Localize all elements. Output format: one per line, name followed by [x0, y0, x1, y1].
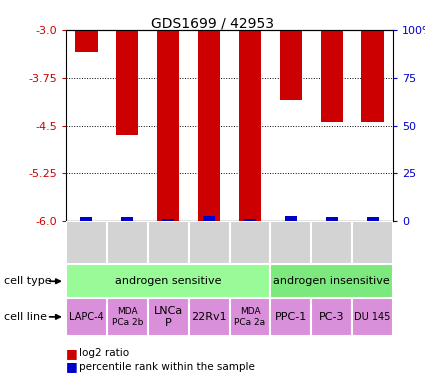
FancyBboxPatch shape — [270, 221, 311, 264]
Text: LNCa
P: LNCa P — [153, 306, 183, 328]
FancyBboxPatch shape — [189, 221, 230, 264]
Text: ■: ■ — [66, 360, 78, 373]
Text: MDA
PCa 2a: MDA PCa 2a — [235, 307, 266, 327]
FancyBboxPatch shape — [270, 298, 311, 336]
Bar — [361, 30, 384, 122]
Bar — [203, 216, 215, 221]
FancyBboxPatch shape — [66, 298, 107, 336]
FancyBboxPatch shape — [230, 298, 270, 336]
Bar — [116, 30, 139, 135]
Bar — [75, 30, 98, 52]
Bar — [239, 30, 261, 221]
FancyBboxPatch shape — [148, 221, 189, 264]
Text: PC-3: PC-3 — [319, 312, 345, 322]
Text: MDA
PCa 2b: MDA PCa 2b — [111, 307, 143, 327]
FancyBboxPatch shape — [352, 298, 393, 336]
Text: percentile rank within the sample: percentile rank within the sample — [79, 362, 255, 372]
FancyBboxPatch shape — [311, 221, 352, 264]
Text: log2 ratio: log2 ratio — [79, 348, 129, 358]
Bar — [326, 217, 338, 221]
Text: cell type: cell type — [4, 276, 52, 285]
FancyBboxPatch shape — [270, 264, 393, 298]
FancyBboxPatch shape — [148, 298, 189, 336]
Bar — [157, 30, 179, 221]
Text: androgen insensitive: androgen insensitive — [273, 276, 390, 286]
FancyBboxPatch shape — [189, 298, 230, 336]
Text: DU 145: DU 145 — [354, 312, 391, 322]
Bar — [320, 30, 343, 122]
Text: ■: ■ — [66, 347, 78, 360]
FancyBboxPatch shape — [66, 221, 107, 264]
Bar — [366, 217, 379, 221]
Text: androgen sensitive: androgen sensitive — [115, 276, 221, 286]
Bar — [198, 30, 220, 221]
FancyBboxPatch shape — [230, 221, 270, 264]
Bar — [121, 217, 133, 221]
Bar — [80, 217, 93, 221]
Bar — [285, 216, 297, 221]
Text: cell line: cell line — [4, 312, 47, 322]
FancyBboxPatch shape — [107, 298, 148, 336]
Bar — [280, 30, 302, 100]
FancyBboxPatch shape — [311, 298, 352, 336]
FancyBboxPatch shape — [66, 264, 270, 298]
Text: GDS1699 / 42953: GDS1699 / 42953 — [151, 17, 274, 31]
Text: PPC-1: PPC-1 — [275, 312, 307, 322]
Bar — [162, 219, 174, 221]
Bar — [244, 219, 256, 221]
FancyBboxPatch shape — [352, 221, 393, 264]
Text: 22Rv1: 22Rv1 — [191, 312, 227, 322]
FancyBboxPatch shape — [107, 221, 148, 264]
Text: LAPC-4: LAPC-4 — [69, 312, 104, 322]
